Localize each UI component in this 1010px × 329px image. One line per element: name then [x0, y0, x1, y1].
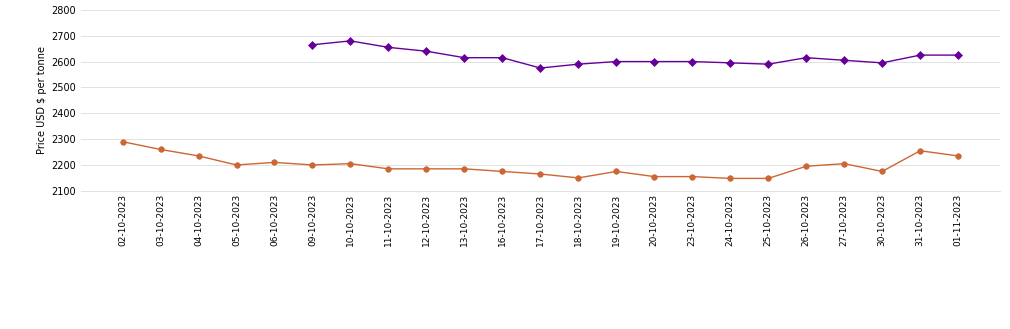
LME	[800, 164, 812, 168]
LME	[116, 140, 128, 144]
LME	[914, 149, 926, 153]
SHFE	[496, 56, 508, 60]
SHFE	[838, 58, 850, 62]
LME	[610, 169, 622, 173]
SHFE	[610, 60, 622, 63]
Line: SHFE: SHFE	[310, 38, 961, 71]
Y-axis label: Price USD $ per tonne: Price USD $ per tonne	[37, 46, 47, 154]
SHFE	[876, 61, 888, 65]
SHFE	[306, 43, 318, 47]
SHFE	[914, 53, 926, 57]
SHFE	[800, 56, 812, 60]
LME	[193, 154, 205, 158]
LME	[230, 163, 242, 167]
SHFE	[459, 56, 471, 60]
SHFE	[344, 39, 357, 43]
LME	[306, 163, 318, 167]
LME	[763, 176, 775, 180]
LME	[724, 176, 736, 180]
LME	[383, 167, 395, 171]
SHFE	[573, 62, 585, 66]
SHFE	[648, 60, 661, 63]
SHFE	[383, 45, 395, 49]
LME	[496, 169, 508, 173]
LME	[344, 162, 357, 166]
SHFE	[420, 49, 432, 53]
SHFE	[763, 62, 775, 66]
LME	[459, 167, 471, 171]
Line: LME: LME	[120, 139, 961, 181]
SHFE	[724, 61, 736, 65]
SHFE	[534, 66, 546, 70]
LME	[155, 147, 167, 151]
LME	[686, 175, 698, 179]
LME	[648, 175, 661, 179]
LME	[534, 172, 546, 176]
LME	[876, 169, 888, 173]
LME	[573, 176, 585, 180]
SHFE	[686, 60, 698, 63]
Legend: LME, SHFE: LME, SHFE	[487, 327, 594, 329]
SHFE	[952, 53, 965, 57]
LME	[838, 162, 850, 166]
LME	[420, 167, 432, 171]
LME	[269, 161, 281, 164]
LME	[952, 154, 965, 158]
